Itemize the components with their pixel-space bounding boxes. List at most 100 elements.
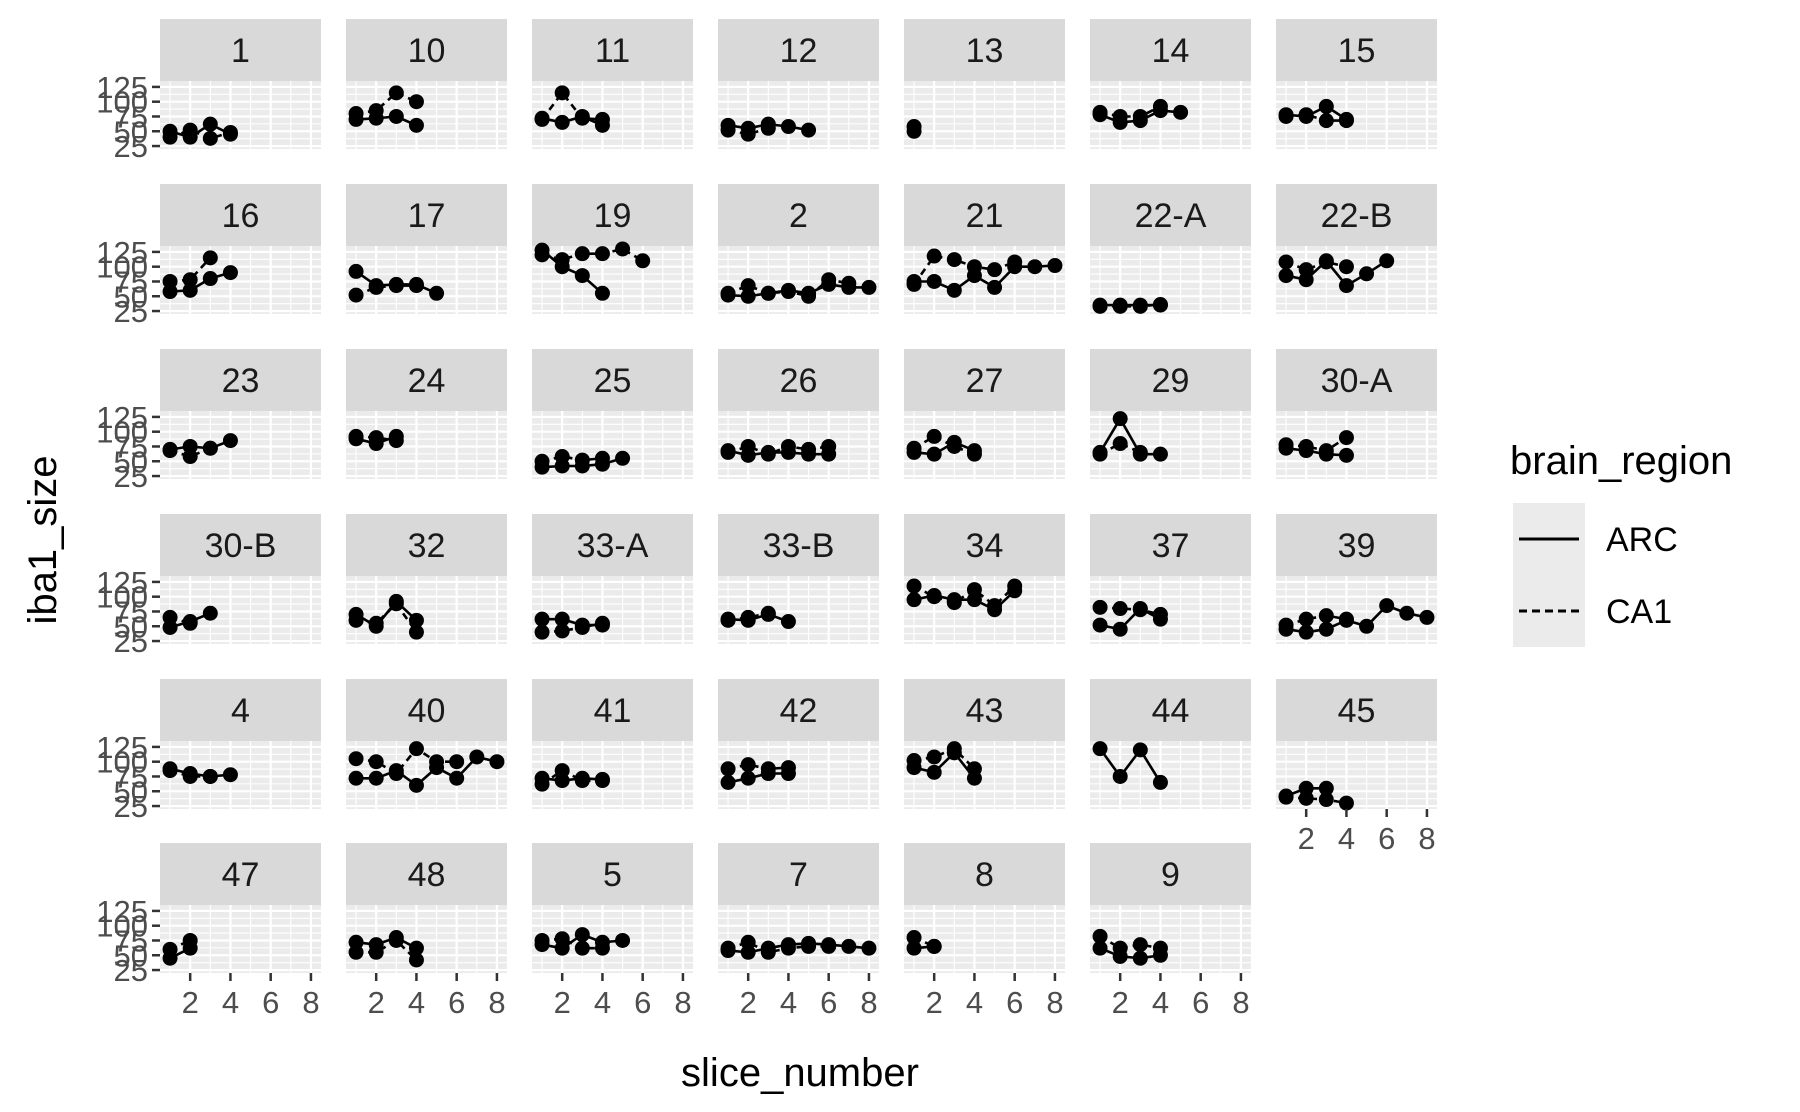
facet-strip-label: 21 — [966, 197, 1004, 235]
data-point — [1092, 617, 1108, 633]
facet-strip — [904, 184, 1065, 246]
data-point — [780, 614, 796, 630]
facet-strip — [160, 679, 321, 741]
facet-panel-22-A: 22-A — [1090, 184, 1251, 314]
data-point — [388, 932, 404, 948]
data-point — [388, 766, 404, 782]
legend-label: CA1 — [1606, 593, 1672, 631]
data-point — [574, 773, 590, 789]
facet-strip-label: 5 — [603, 856, 622, 894]
data-point — [408, 777, 424, 793]
x-tick-label: 8 — [302, 985, 319, 1020]
data-point — [534, 776, 550, 792]
data-point — [182, 122, 198, 138]
facet-strip — [532, 514, 693, 576]
data-point — [1132, 602, 1148, 618]
legend-label: ARC — [1606, 521, 1678, 559]
y-tick-label: 100 — [96, 415, 148, 450]
data-point — [534, 611, 550, 627]
facet-strip — [718, 679, 879, 741]
data-point — [1132, 937, 1148, 953]
series-line-CA1 — [541, 455, 603, 463]
legend: brain_region ARC CA1 — [1510, 439, 1732, 647]
x-tick-label: 6 — [1378, 821, 1395, 856]
x-tick-label: 2 — [182, 985, 199, 1020]
facet-strip-label: 41 — [594, 692, 632, 730]
facet-strip-label: 22-A — [1135, 197, 1207, 235]
data-point — [615, 932, 631, 948]
facet-panel-17: 17 — [346, 184, 507, 314]
data-point — [760, 285, 776, 301]
facet-panel-9: 9 2 4 6 8 — [1090, 843, 1251, 1020]
data-point — [740, 288, 756, 304]
data-point — [926, 446, 942, 462]
data-point — [841, 275, 857, 291]
facet-strip-label: 23 — [222, 362, 260, 400]
legend-title: brain_region — [1510, 439, 1732, 483]
facet-strip — [718, 184, 879, 246]
x-tick-label: 4 — [594, 985, 611, 1020]
data-point — [1318, 621, 1334, 637]
data-point — [162, 763, 178, 779]
data-point — [780, 119, 796, 135]
facet-strip — [160, 514, 321, 576]
data-point — [368, 770, 384, 786]
data-point — [926, 248, 942, 264]
x-tick-label: 4 — [966, 985, 983, 1020]
data-point — [348, 263, 364, 279]
data-point — [946, 595, 962, 611]
data-point — [162, 273, 178, 289]
facet-panel-45: 45 2 4 6 8 — [1276, 679, 1437, 856]
y-tick-label: 50 — [114, 279, 148, 314]
data-point — [720, 444, 736, 460]
facet-strip-label: 10 — [408, 32, 446, 70]
data-point — [1338, 447, 1354, 463]
data-point — [966, 582, 982, 598]
facet-strip-label: 34 — [966, 527, 1004, 565]
data-point — [534, 247, 550, 263]
facet-strip-label: 39 — [1338, 527, 1376, 565]
facet-strip — [1090, 184, 1251, 246]
facet-strip-label: 42 — [780, 692, 818, 730]
data-point — [489, 754, 505, 770]
facet-strip — [718, 514, 879, 576]
data-point — [720, 761, 736, 777]
y-tick-label: 100 — [96, 580, 148, 615]
facet-panel-44: 44 — [1090, 679, 1251, 809]
y-tick-label: 125 — [96, 894, 148, 929]
series-line-CA1 — [727, 763, 789, 771]
facet-strip-label: 48 — [408, 856, 446, 894]
facet-strip — [160, 19, 321, 81]
series-line-ARC — [355, 599, 418, 628]
data-point — [594, 285, 610, 301]
facet-strip — [1090, 679, 1251, 741]
facet-strip — [532, 19, 693, 81]
data-point — [162, 609, 178, 625]
data-point — [987, 279, 1003, 295]
series-line-ARC — [355, 936, 418, 950]
data-point — [1318, 113, 1334, 129]
data-point — [946, 282, 962, 298]
data-point — [926, 589, 942, 605]
x-tick-label: 6 — [262, 985, 279, 1020]
x-tick-label: 4 — [780, 985, 797, 1020]
facet-strip-label: 2 — [789, 197, 808, 235]
x-tick-label: 4 — [222, 985, 239, 1020]
x-tick-label: 2 — [1112, 985, 1129, 1020]
data-point — [1112, 108, 1128, 124]
facet-panel-11: 11 — [532, 19, 693, 149]
series-line-ARC — [541, 249, 604, 295]
facet-panel-29: 29 — [1090, 349, 1251, 479]
y-tick-label: 50 — [114, 774, 148, 809]
facet-strip — [1090, 349, 1251, 411]
facet-panel-14: 14 — [1090, 19, 1251, 149]
data-point — [1359, 618, 1375, 634]
facet-strip-label: 9 — [1161, 856, 1180, 894]
x-tick-label: 6 — [1006, 985, 1023, 1020]
facet-strip-label: 30-B — [205, 527, 277, 565]
data-point — [1132, 444, 1148, 460]
series-line-ARC — [541, 776, 603, 782]
data-point — [760, 761, 776, 777]
x-tick-label: 2 — [926, 985, 943, 1020]
y-tick-label: 75 — [114, 594, 148, 629]
